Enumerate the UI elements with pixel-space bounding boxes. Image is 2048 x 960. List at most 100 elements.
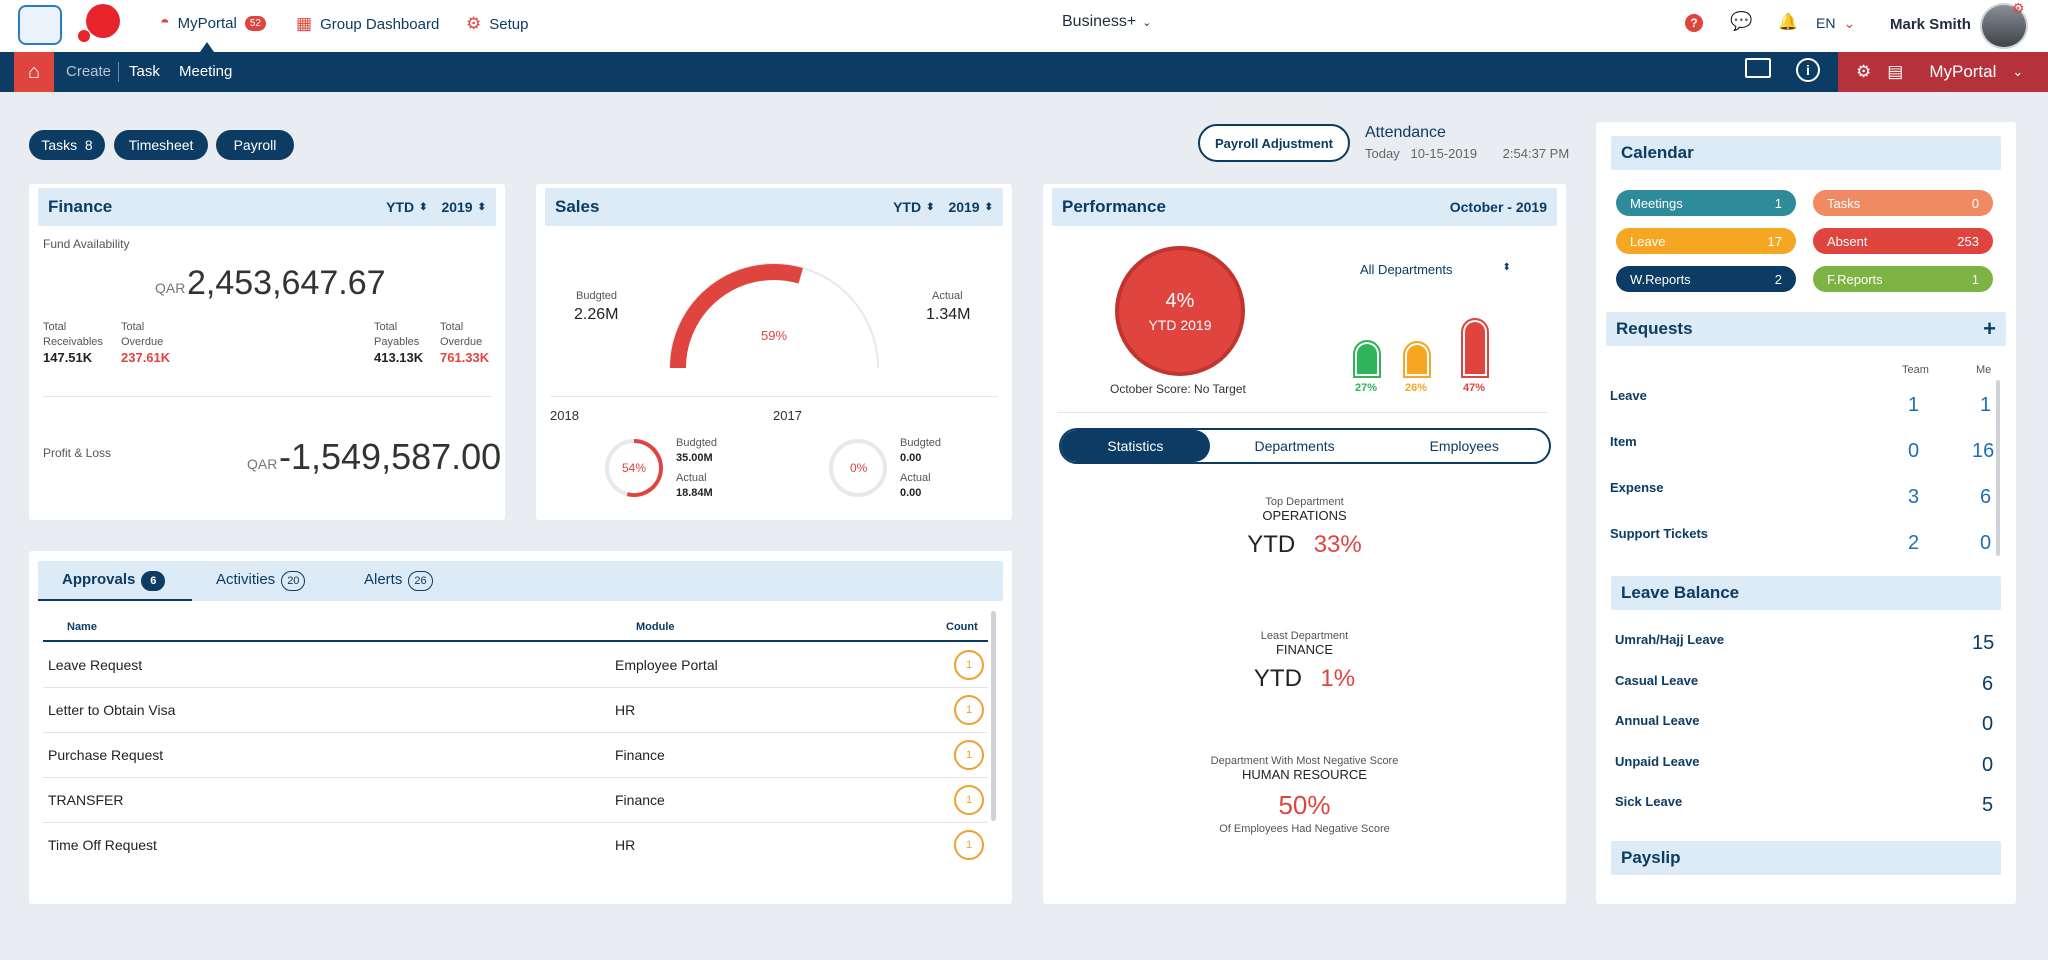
timesheet-pill[interactable]: Timesheet bbox=[114, 130, 208, 160]
finance-period-select[interactable]: YTD ⬍ bbox=[386, 199, 427, 215]
requests-scrollbar[interactable] bbox=[1996, 380, 2000, 556]
row-count[interactable]: 1 bbox=[954, 650, 984, 680]
row-name: TRANSFER bbox=[48, 792, 124, 808]
sales-year-select[interactable]: 2019 ⬍ bbox=[948, 199, 993, 215]
table-row[interactable]: Letter to Obtain Visa HR 1 bbox=[43, 688, 988, 733]
tasks-pill[interactable]: Tasks 8 bbox=[29, 130, 105, 160]
requests-header: Requests + bbox=[1606, 312, 2006, 346]
home-icon: ⌂ bbox=[27, 60, 41, 83]
sales-period-select[interactable]: YTD ⬍ bbox=[893, 199, 934, 215]
group-dashboard-nav[interactable]: ▦ Group Dashboard bbox=[296, 14, 439, 34]
column-name[interactable]: Name bbox=[67, 621, 97, 633]
request-team-count[interactable]: 3 bbox=[1908, 486, 1920, 508]
row-count[interactable]: 1 bbox=[954, 830, 984, 860]
home-button[interactable]: ⌂ bbox=[14, 52, 54, 92]
stat-value: 237.61K bbox=[121, 350, 171, 365]
finance-year-select[interactable]: 2019 ⬍ bbox=[441, 199, 486, 215]
user-name[interactable]: Mark Smith bbox=[1890, 16, 1971, 33]
request-me-count[interactable]: 16 bbox=[1972, 440, 1995, 462]
column-module[interactable]: Module bbox=[636, 621, 675, 633]
stat-line2: Payables bbox=[374, 336, 420, 348]
calendar-item-absent[interactable]: Absent 253 bbox=[1813, 228, 1993, 254]
request-team-count[interactable]: 1 bbox=[1908, 394, 1920, 416]
tab-statistics[interactable]: Statistics bbox=[1061, 430, 1210, 462]
tab-employees[interactable]: Employees bbox=[1429, 438, 1499, 454]
tab-departments[interactable]: Departments bbox=[1254, 438, 1335, 454]
payroll-pill[interactable]: Payroll bbox=[216, 130, 294, 160]
add-request-icon[interactable]: + bbox=[1983, 316, 1996, 341]
sales-header: Sales YTD ⬍ 2019 ⬍ bbox=[545, 188, 1003, 226]
negative-department: Department With Most Negative Score HUMA… bbox=[1043, 755, 1566, 835]
request-team-count[interactable]: 2 bbox=[1908, 532, 1920, 554]
create-meeting-link[interactable]: Meeting bbox=[179, 63, 233, 80]
calendar-item-tasks[interactable]: Tasks 0 bbox=[1813, 190, 1993, 216]
sales-budgeted-value: 2.26M bbox=[574, 306, 619, 323]
attendance-today: Today 10-15-2019 2:54:37 PM bbox=[1365, 146, 1569, 161]
leave-balance-value: 0 bbox=[1982, 754, 1994, 776]
requests-title: Requests bbox=[1616, 319, 1693, 338]
row-count[interactable]: 1 bbox=[954, 695, 984, 725]
detail-value: 18.84M bbox=[676, 487, 713, 499]
help-icon[interactable]: ? bbox=[1685, 14, 1703, 32]
request-label[interactable]: Item bbox=[1610, 434, 1637, 449]
performance-tabs: Statistics Departments Employees bbox=[1059, 428, 1551, 464]
row-count[interactable]: 1 bbox=[954, 740, 984, 770]
action-bar: ⌂ Create Task Meeting i ⚙ ▤ MyPortal ⌄ bbox=[0, 52, 2048, 92]
leave-balance-value: 5 bbox=[1982, 794, 1994, 816]
row-count[interactable]: 1 bbox=[954, 785, 984, 815]
request-me-count[interactable]: 0 bbox=[1980, 532, 1992, 554]
finance-year-value: 2019 bbox=[441, 199, 473, 215]
tab-approvals[interactable]: Approvals 6 bbox=[62, 571, 166, 591]
avatar-settings-icon[interactable]: ⚙ bbox=[2012, 0, 2025, 16]
request-label[interactable]: Support Tickets bbox=[1610, 526, 1709, 541]
info-icon[interactable]: i bbox=[1796, 58, 1820, 82]
create-task-link[interactable]: Task bbox=[129, 63, 160, 80]
request-label[interactable]: Expense bbox=[1610, 480, 1664, 495]
tab-count: 26 bbox=[408, 571, 433, 591]
setup-nav[interactable]: ⚙ Setup bbox=[466, 14, 528, 34]
request-team-count[interactable]: 0 bbox=[1908, 440, 1920, 462]
payslip-header[interactable]: Payslip bbox=[1611, 841, 2001, 875]
monitor-icon[interactable] bbox=[1745, 58, 1771, 78]
column-count[interactable]: Count bbox=[946, 621, 978, 633]
payroll-adjustment-button[interactable]: Payroll Adjustment bbox=[1198, 124, 1350, 162]
app-selector[interactable]: Business+ ⌄ bbox=[1062, 13, 1151, 31]
request-label[interactable]: Leave bbox=[1610, 388, 1647, 403]
avatar[interactable] bbox=[1980, 3, 2028, 49]
department-filter[interactable]: All Departments ⬍ bbox=[1360, 262, 1511, 277]
leave-type-label: Annual Leave bbox=[1615, 713, 1700, 728]
document-icon[interactable]: ▤ bbox=[1887, 62, 1904, 81]
app-logo-icon[interactable] bbox=[18, 5, 62, 45]
total-payables: Total Payables 413.13K bbox=[374, 320, 423, 365]
stat-caption: Top Department bbox=[1265, 496, 1344, 508]
bell-icon[interactable]: 🔔 bbox=[1778, 14, 1798, 31]
table-row[interactable]: Time Off Request HR 1 bbox=[43, 823, 988, 868]
gear-icon[interactable]: ⚙ bbox=[1856, 62, 1872, 81]
stat-values: YTD 1% bbox=[1043, 665, 1566, 693]
detail-label: Budgted bbox=[900, 437, 941, 449]
table-row[interactable]: TRANSFER Finance 1 bbox=[43, 778, 988, 823]
tab-alerts[interactable]: Alerts 26 bbox=[364, 571, 433, 591]
calendar-item-wreports[interactable]: W.Reports 2 bbox=[1616, 266, 1796, 292]
detail-label: Actual bbox=[900, 472, 931, 484]
language-selector[interactable]: EN ⌄ bbox=[1816, 15, 1855, 32]
tab-activities[interactable]: Activities 20 bbox=[216, 571, 306, 591]
sales-year-value: 2019 bbox=[948, 199, 980, 215]
department-bar bbox=[1403, 341, 1431, 378]
table-row[interactable]: Leave Request Employee Portal 1 bbox=[43, 643, 988, 688]
request-me-count[interactable]: 1 bbox=[1980, 394, 1992, 416]
row-name: Letter to Obtain Visa bbox=[48, 702, 176, 718]
calendar-item-freports[interactable]: F.Reports 1 bbox=[1813, 266, 1993, 292]
approvals-scrollbar[interactable] bbox=[991, 611, 996, 821]
myportal-nav[interactable]: ◓ MyPortal 52 bbox=[160, 14, 266, 32]
performance-header: Performance October - 2019 bbox=[1052, 188, 1557, 226]
calendar-item-label: Absent bbox=[1827, 233, 1868, 249]
portal-menu[interactable]: ⚙ ▤ MyPortal ⌄ bbox=[1838, 52, 2048, 92]
request-me-count[interactable]: 6 bbox=[1980, 486, 1992, 508]
calendar-item-leave[interactable]: Leave 17 bbox=[1616, 228, 1796, 254]
sales-donut-a bbox=[605, 439, 663, 497]
calendar-item-meetings[interactable]: Meetings 1 bbox=[1616, 190, 1796, 216]
chat-icon[interactable]: 💬 bbox=[1730, 11, 1753, 31]
table-row[interactable]: Purchase Request Finance 1 bbox=[43, 733, 988, 778]
attendance-title[interactable]: Attendance bbox=[1365, 124, 1446, 141]
